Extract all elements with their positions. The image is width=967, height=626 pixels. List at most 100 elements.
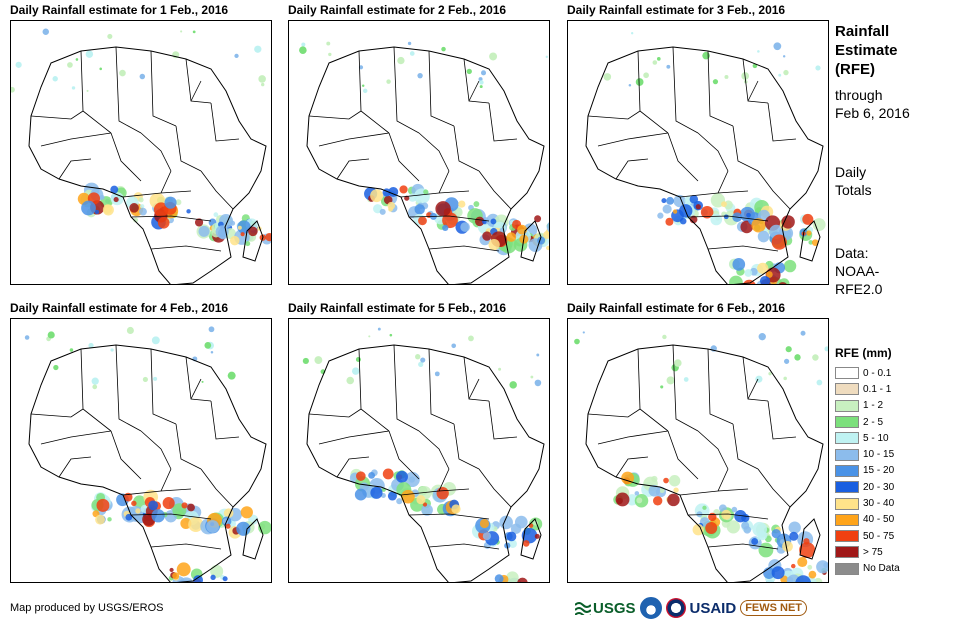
country-border [587, 110, 641, 120]
country-border [175, 125, 202, 172]
country-border [747, 80, 759, 102]
country-border [463, 58, 490, 104]
country-border [478, 468, 512, 508]
legend-swatch [835, 497, 859, 510]
country-border [707, 245, 779, 252]
country-border [697, 132, 729, 172]
country-border [150, 348, 177, 425]
product-title: Rainfall Estimate (RFE) [835, 22, 898, 79]
agency-logos: USGS USAID FEWS NET [575, 593, 808, 623]
legend-label: 50 - 75 [863, 530, 895, 542]
country-border [388, 430, 420, 480]
country-border [80, 50, 112, 134]
country-border [418, 132, 450, 172]
daily-totals-label: Daily Totals [835, 163, 872, 199]
country-border [463, 356, 490, 402]
country-border [150, 50, 177, 127]
legend-swatch [835, 416, 859, 429]
country-border [200, 468, 234, 508]
country-border [428, 50, 455, 127]
panel-title: Daily Rainfall estimate for 4 Feb., 2016 [10, 301, 229, 315]
country-border [393, 344, 420, 432]
legend-item: 5 - 10 [835, 430, 900, 446]
country-border [597, 430, 669, 445]
usgs-wave-icon [575, 602, 591, 615]
country-border [110, 132, 142, 182]
country-border [160, 170, 172, 194]
legend-swatch [835, 513, 859, 526]
country-border [438, 170, 450, 194]
country-border [210, 102, 240, 142]
legend-item: 15 - 20 [835, 463, 900, 479]
africa-map-drawing [302, 327, 545, 582]
through-label: through [835, 87, 883, 103]
country-border [767, 102, 797, 142]
country-border [757, 170, 791, 210]
madagascar-outline [520, 518, 542, 560]
rainfall-shading [302, 327, 543, 582]
through-date: through Feb 6, 2016 [835, 86, 910, 122]
africa-map-drawing [585, 32, 826, 284]
usgs-text: USGS [593, 599, 636, 617]
legend-item: 20 - 30 [835, 479, 900, 495]
country-border [388, 132, 420, 182]
madagascar-outline [520, 220, 542, 262]
country-border [150, 543, 222, 550]
map-panel-feb-2: Daily Rainfall estimate for 2 Feb., 2016 [288, 3, 550, 285]
country-border [468, 80, 480, 102]
map-panel-feb-3: Daily Rainfall estimate for 3 Feb., 2016 [567, 3, 829, 285]
country-border [468, 378, 480, 400]
rainfall-shading [11, 28, 271, 247]
legend-item: 0.1 - 1 [835, 381, 900, 397]
country-border [438, 468, 450, 492]
data-source: Data: NOAA- RFE2.0 [835, 244, 882, 298]
usaid-text: USAID [689, 599, 737, 617]
country-border [732, 423, 759, 470]
legend-swatch [835, 481, 859, 494]
legend-swatch [835, 367, 859, 380]
country-border [140, 430, 172, 470]
map-panel-feb-5: Daily Rainfall estimate for 5 Feb., 2016 [288, 301, 550, 583]
country-border [597, 132, 669, 147]
country-border [488, 102, 518, 142]
country-border [58, 158, 92, 180]
country-border [150, 245, 222, 252]
africa-coastline [585, 46, 824, 284]
legend-label: 20 - 30 [863, 481, 895, 493]
country-border [358, 348, 390, 432]
country-border [40, 132, 112, 147]
legend-label: 40 - 50 [863, 514, 895, 526]
madagascar-outline [242, 518, 264, 560]
country-border [687, 513, 769, 520]
country-border [190, 80, 202, 102]
map-panel-feb-6: Daily Rainfall estimate for 6 Feb., 2016 [567, 301, 829, 583]
legend-item: No Data [835, 561, 900, 577]
country-border [175, 423, 202, 470]
country-border [308, 408, 362, 418]
country-border [428, 543, 500, 550]
country-border [40, 430, 112, 445]
africa-map-drawing [574, 330, 828, 582]
rainfall-map [10, 20, 272, 285]
panel-title: Daily Rainfall estimate for 2 Feb., 2016 [288, 3, 507, 17]
usaid-seal-icon [665, 598, 686, 618]
legend-swatch [835, 464, 859, 477]
credit-text: Map produced by USGS/EROS [10, 602, 164, 614]
country-border [707, 543, 779, 550]
country-border [185, 58, 212, 104]
country-border [697, 430, 729, 470]
country-border [393, 46, 420, 134]
legend-label: 10 - 15 [863, 449, 895, 461]
title-line: Rainfall [835, 23, 890, 40]
africa-map-drawing [299, 41, 549, 284]
legend-item: 2 - 5 [835, 414, 900, 430]
panel-title: Daily Rainfall estimate for 6 Feb., 2016 [567, 301, 786, 315]
rainfall-map [567, 318, 829, 583]
noaa-logo-icon [639, 597, 662, 619]
country-border [130, 215, 212, 222]
legend-item: 30 - 40 [835, 495, 900, 511]
country-border [185, 356, 212, 402]
africa-coastline [28, 46, 267, 284]
country-border [318, 430, 390, 445]
legend-item: 0 - 0.1 [835, 365, 900, 381]
